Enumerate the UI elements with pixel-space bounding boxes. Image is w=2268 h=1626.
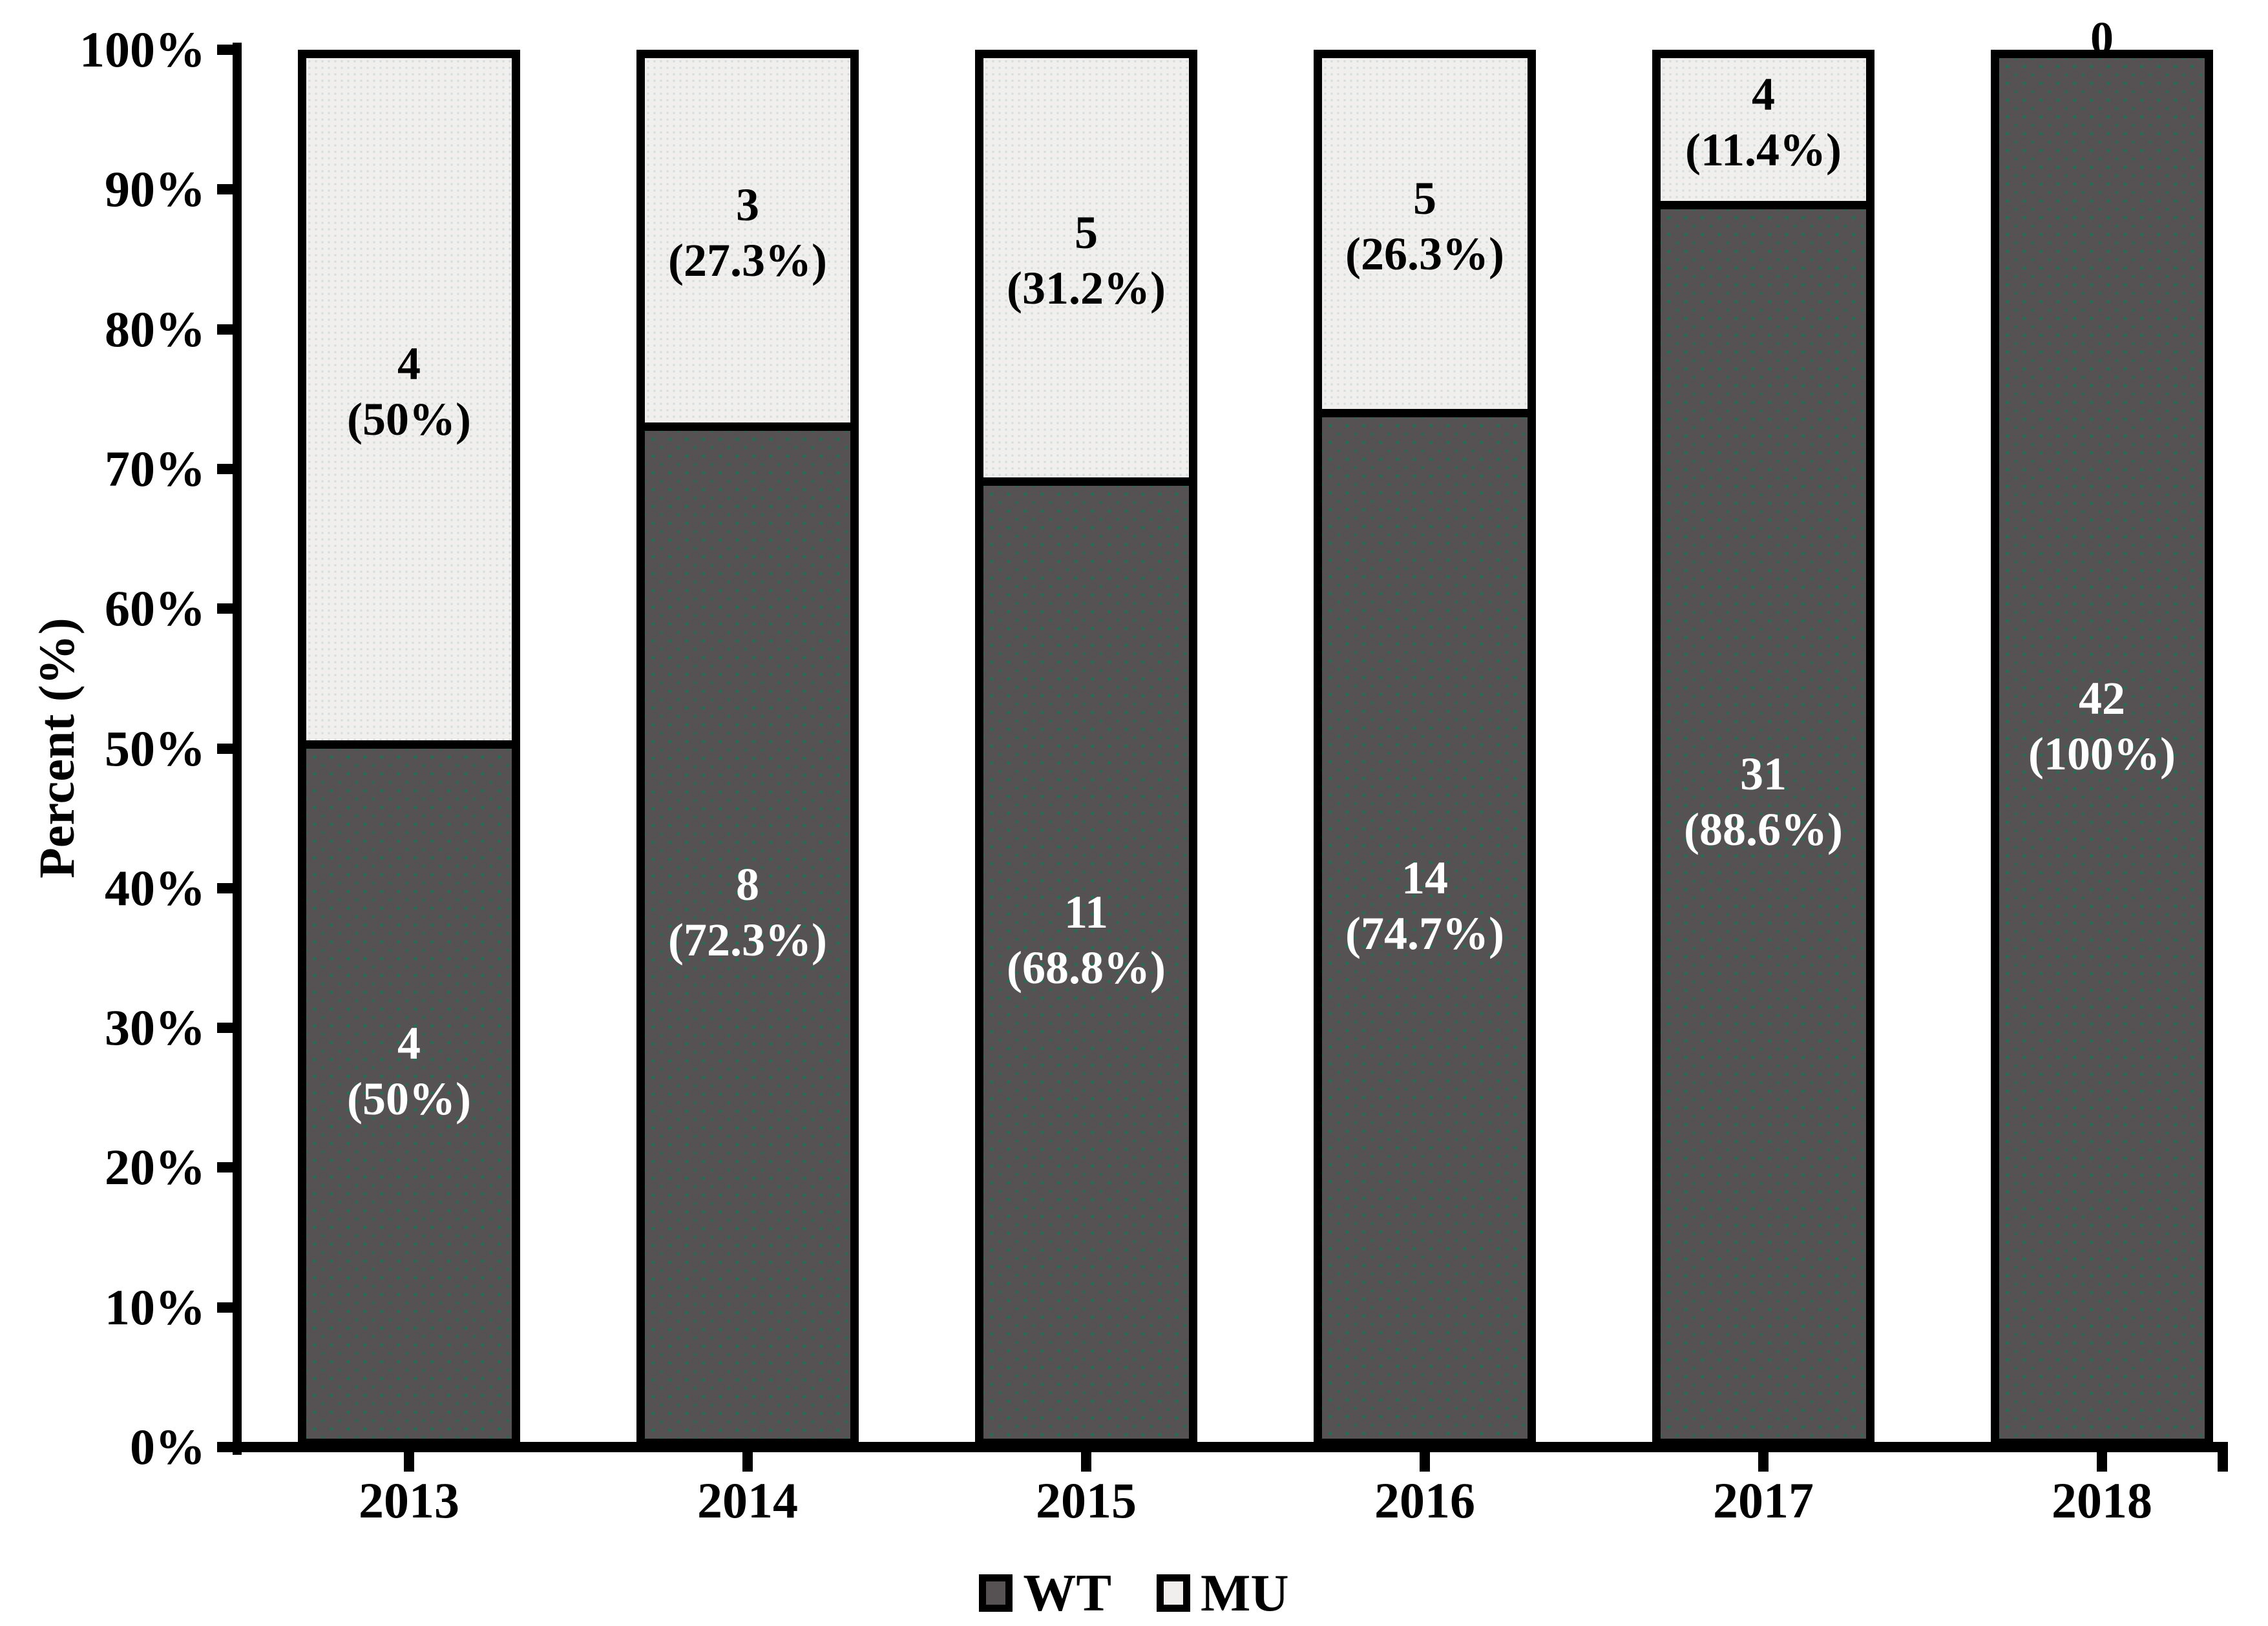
y-tick-20 xyxy=(217,1162,240,1173)
bar-2018-wt-count: 42 xyxy=(2078,672,2125,724)
bar-group-2013: 4 (50%) 4 (50%) xyxy=(298,50,520,1447)
bar-2015-mu-count: 5 xyxy=(1074,206,1098,258)
y-tick-label-20: 20% xyxy=(105,1139,205,1196)
bar-2017-mu-label: 4 (11.4%) xyxy=(1685,67,1842,178)
bar-2013-mu-count: 4 xyxy=(397,338,421,390)
legend: WT MU xyxy=(0,1561,2268,1625)
year-label-2014: 2014 xyxy=(697,1472,798,1528)
bar-2013-mu-label: 4 (50%) xyxy=(347,336,471,447)
bar-2015-wt-label: 11 (68.8%) xyxy=(1007,884,1166,995)
bar-group-2017: 4 (11.4%) 31 (88.6%) xyxy=(1652,50,1874,1447)
y-tick-80 xyxy=(217,324,240,335)
bar-group-2015: 5 (31.2%) 11 (68.8%) xyxy=(975,50,1197,1447)
bar-2013-mu-segment: 4 (50%) xyxy=(298,50,520,749)
bar-2014-mu-count: 3 xyxy=(735,179,759,231)
y-tick-40 xyxy=(217,882,240,893)
bar-2014-wt-count: 8 xyxy=(735,859,759,910)
bar-2015-mu-label: 5 (31.2%) xyxy=(1007,205,1166,316)
y-tick-label-60: 60% xyxy=(105,580,205,637)
y-tick-10 xyxy=(217,1302,240,1313)
year-label-2016: 2016 xyxy=(1374,1472,1475,1528)
y-tick-label-100: 100% xyxy=(79,21,205,78)
y-tick-label-30: 30% xyxy=(105,999,205,1056)
bar-2016-mu-label: 5 (26.3%) xyxy=(1345,171,1504,282)
x-axis-line xyxy=(224,1442,2228,1452)
x-tick-2017 xyxy=(1758,1451,1769,1472)
y-tick-label-70: 70% xyxy=(105,440,205,497)
bar-2014-wt-label: 8 (72.3%) xyxy=(668,857,827,968)
bar-2013-wt-count: 4 xyxy=(397,1017,421,1069)
y-tick-100 xyxy=(217,45,240,55)
bar-2016-wt-pct: (74.7%) xyxy=(1345,907,1504,959)
bar-2015-wt-pct: (68.8%) xyxy=(1007,941,1166,994)
year-label-2015: 2015 xyxy=(1036,1472,1137,1528)
bar-group-2014: 3 (27.3%) 8 (72.3%) xyxy=(636,50,859,1447)
bar-2016-mu-segment: 5 (26.3%) xyxy=(1314,50,1536,417)
x-tick-2013 xyxy=(404,1451,414,1472)
bar-2014-mu-pct: (27.3%) xyxy=(668,235,827,286)
bar-2017-mu-pct: (11.4%) xyxy=(1685,123,1842,176)
y-tick-label-0: 0% xyxy=(130,1419,205,1475)
x-axis-end-tick xyxy=(2218,1451,2228,1472)
legend-item-mu: MU xyxy=(1157,1564,1289,1622)
bar-2018-wt-label: 42 (100%) xyxy=(2028,671,2176,782)
bar-2013-mu-pct: (50%) xyxy=(347,393,471,445)
bar-2014-wt-segment: 8 (72.3%) xyxy=(636,431,859,1447)
y-tick-30 xyxy=(217,1023,240,1034)
bar-2014-wt-pct: (72.3%) xyxy=(668,914,827,966)
x-tick-2014 xyxy=(742,1451,753,1472)
bar-2015-wt-count: 11 xyxy=(1064,886,1108,938)
bar-2013-wt-pct: (50%) xyxy=(347,1073,471,1125)
bar-2013-wt-label: 4 (50%) xyxy=(347,1016,471,1127)
bar-2017-mu-count: 4 xyxy=(1751,68,1775,120)
y-tick-label-40: 40% xyxy=(105,859,205,916)
bar-2014-mu-segment: 3 (27.3%) xyxy=(636,50,859,431)
y-tick-70 xyxy=(217,463,240,474)
bar-2017-wt-pct: (88.6%) xyxy=(1684,803,1843,855)
y-tick-label-80: 80% xyxy=(105,300,205,357)
x-tick-2016 xyxy=(1420,1451,1430,1472)
bar-2018-wt-pct: (100%) xyxy=(2028,727,2176,780)
legend-swatch-wt-icon xyxy=(979,1574,1013,1612)
bar-2016-wt-count: 14 xyxy=(1401,851,1448,904)
bar-2018-mu-zero-label: 0 xyxy=(2090,12,2114,64)
bar-2017-wt-label: 31 (88.6%) xyxy=(1684,746,1843,857)
bar-2018-wt-segment: 42 (100%) xyxy=(1991,50,2213,1447)
y-tick-50 xyxy=(217,743,240,754)
bar-2016-mu-pct: (26.3%) xyxy=(1345,227,1504,280)
year-label-2018: 2018 xyxy=(2052,1472,2152,1528)
bar-group-2016: 5 (26.3%) 14 (74.7%) xyxy=(1314,50,1536,1447)
bar-2014-mu-label: 3 (27.3%) xyxy=(668,177,827,288)
bar-2013-wt-segment: 4 (50%) xyxy=(298,749,520,1447)
bar-2016-wt-segment: 14 (74.7%) xyxy=(1314,417,1536,1447)
bar-2017-mu-segment: 4 (11.4%) xyxy=(1652,50,1874,209)
bar-2015-mu-pct: (31.2%) xyxy=(1007,262,1166,314)
y-tick-90 xyxy=(217,184,240,195)
legend-item-wt: WT xyxy=(979,1564,1111,1622)
legend-label-mu: MU xyxy=(1201,1563,1289,1622)
bar-2016-wt-label: 14 (74.7%) xyxy=(1345,850,1504,961)
bar-2017-wt-segment: 31 (88.6%) xyxy=(1652,209,1874,1447)
year-label-2017: 2017 xyxy=(1713,1472,1814,1528)
y-tick-label-90: 90% xyxy=(105,161,205,218)
year-label-2013: 2013 xyxy=(359,1472,459,1528)
bar-group-2018: 42 (100%) xyxy=(1991,50,2213,1447)
bar-2017-wt-count: 31 xyxy=(1739,747,1787,800)
bar-2015-wt-segment: 11 (68.8%) xyxy=(975,486,1197,1447)
bar-2016-mu-count: 5 xyxy=(1412,172,1436,224)
y-tick-label-50: 50% xyxy=(105,720,205,777)
legend-swatch-mu-icon xyxy=(1157,1574,1191,1612)
bar-2015-mu-segment: 5 (31.2%) xyxy=(975,50,1197,486)
y-tick-0 xyxy=(217,1442,240,1452)
y-tick-60 xyxy=(217,603,240,614)
x-tick-2018 xyxy=(2097,1451,2107,1472)
x-tick-2015 xyxy=(1081,1451,1091,1472)
legend-label-wt: WT xyxy=(1023,1563,1112,1622)
y-tick-label-10: 10% xyxy=(105,1278,205,1335)
